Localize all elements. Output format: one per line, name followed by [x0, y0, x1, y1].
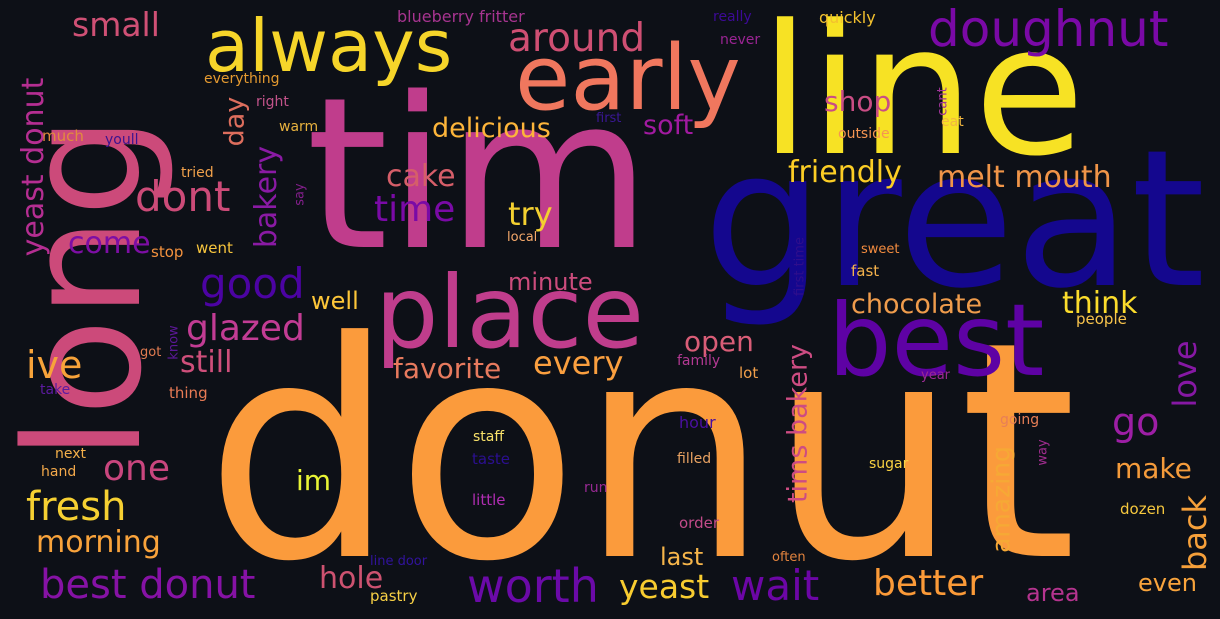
word: run	[584, 480, 608, 496]
word: around	[508, 16, 646, 61]
word: filled	[677, 451, 712, 467]
word: back	[1176, 494, 1214, 572]
word: tim	[306, 52, 652, 297]
word: delicious	[432, 113, 551, 144]
word: favorite	[393, 352, 502, 385]
word: ive	[26, 343, 83, 387]
word: local	[507, 230, 538, 245]
word: glazed	[186, 308, 305, 349]
word: small	[72, 5, 160, 44]
word: better	[873, 563, 984, 604]
word: doughnut	[928, 0, 1169, 58]
word: yeast donut	[16, 77, 51, 257]
word: love	[1166, 340, 1204, 408]
word: best	[828, 282, 1045, 399]
word: cake	[386, 159, 456, 194]
word: next	[55, 446, 87, 462]
word: think	[1062, 286, 1138, 321]
word: stop	[151, 243, 184, 261]
word: sugar	[869, 456, 909, 472]
word: last	[660, 543, 704, 571]
word: line	[760, 0, 1085, 196]
word: well	[311, 287, 359, 315]
word: quickly	[819, 8, 876, 27]
word: got	[140, 345, 162, 360]
word: try	[508, 195, 553, 233]
word: people	[1076, 310, 1127, 328]
word: line door	[370, 554, 428, 569]
word: dont	[135, 172, 231, 221]
word: right	[256, 94, 289, 110]
word: hour	[679, 413, 716, 432]
word: early	[515, 26, 741, 131]
word: eat	[941, 114, 964, 130]
word: place	[375, 254, 645, 371]
word: donut	[205, 278, 1077, 619]
word: im	[296, 464, 332, 497]
word: order	[679, 514, 719, 532]
word: hand	[41, 464, 77, 480]
word: thing	[169, 384, 208, 402]
word: make	[1115, 452, 1192, 485]
word: minute	[508, 268, 593, 296]
word: lot	[739, 364, 759, 382]
word: melt mouth	[937, 160, 1112, 195]
word: outside	[838, 126, 890, 142]
word: shop	[824, 85, 892, 118]
word: best donut	[40, 562, 256, 608]
word: one	[103, 448, 170, 489]
word: tims bakery	[782, 343, 814, 504]
word: wait	[731, 561, 820, 610]
word: area	[1026, 579, 1080, 607]
word: hole	[319, 561, 384, 596]
word: everything	[204, 71, 280, 87]
word: yeast	[619, 567, 710, 606]
word: little	[472, 491, 506, 509]
word: even	[1138, 569, 1197, 597]
word: friendly	[788, 155, 902, 190]
word: come	[68, 226, 151, 261]
word: soft	[643, 110, 694, 141]
word: always	[205, 4, 453, 88]
word: never	[720, 32, 761, 48]
word: family	[677, 353, 721, 369]
word: dozen	[1120, 500, 1166, 518]
word: good	[200, 259, 305, 308]
word: tried	[181, 165, 214, 181]
word: going	[1000, 412, 1040, 428]
word: morning	[36, 525, 161, 560]
word: sweet	[861, 242, 900, 257]
word: warm	[279, 119, 319, 135]
word: first time	[792, 237, 808, 296]
word: every	[533, 344, 624, 382]
word: bakery	[249, 145, 284, 249]
word: fast	[851, 262, 880, 280]
word: open	[684, 325, 754, 358]
word: year	[921, 368, 951, 383]
word: know	[166, 325, 182, 360]
word: blueberry fritter	[397, 7, 525, 26]
word: way	[1035, 439, 1051, 466]
word: staff	[473, 429, 505, 445]
word: say	[292, 183, 308, 206]
word: first	[596, 111, 622, 126]
word: pastry	[370, 587, 418, 605]
word: chocolate	[851, 289, 983, 320]
word: taste	[472, 450, 510, 468]
word: go	[1112, 400, 1160, 444]
word: amazing	[986, 446, 1016, 553]
word: much	[42, 127, 84, 145]
word: youll	[105, 132, 139, 148]
word: really	[713, 9, 752, 25]
word: worth	[467, 559, 599, 613]
word: take	[40, 382, 71, 398]
word: went	[196, 239, 233, 257]
word: often	[772, 550, 806, 565]
word: fresh	[26, 484, 127, 530]
word: great	[703, 109, 1206, 330]
word: still	[180, 345, 233, 380]
word: time	[374, 189, 456, 230]
word: day	[219, 96, 251, 147]
